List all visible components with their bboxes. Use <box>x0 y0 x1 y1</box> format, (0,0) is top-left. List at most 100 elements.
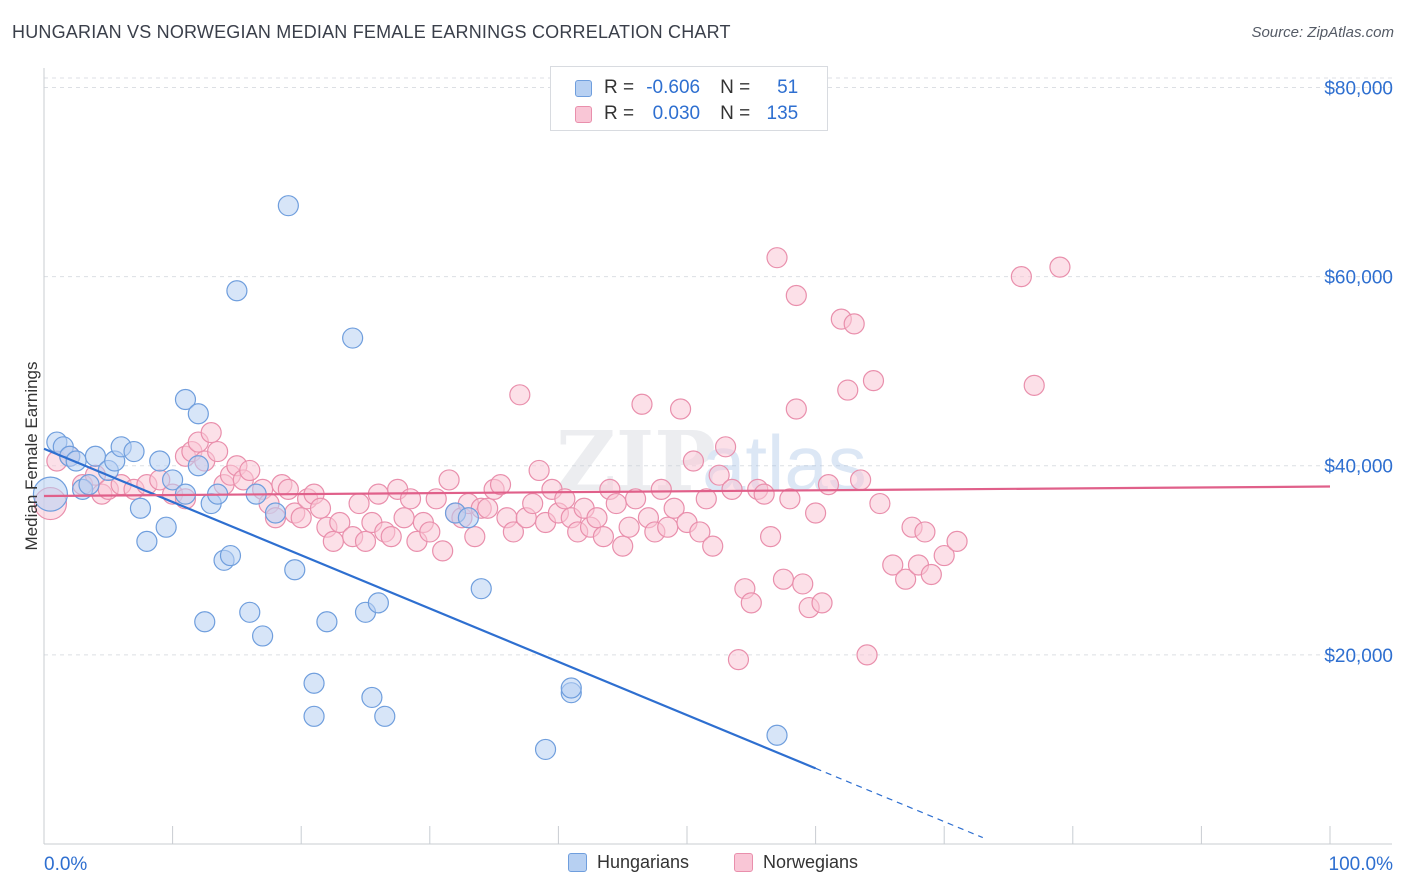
y-tick-label: $20,000 <box>1324 646 1393 667</box>
x-tick-label: 100.0% <box>1329 854 1394 875</box>
trend-lines <box>43 447 1331 839</box>
hungarian-point <box>32 476 69 512</box>
norwegian-point <box>817 474 840 496</box>
norwegian-point <box>631 393 653 415</box>
norwegian-point <box>785 284 807 307</box>
norwegian-point <box>914 521 936 543</box>
norwegian-point <box>425 488 447 510</box>
norwegian-point <box>792 573 814 595</box>
norwegian-point <box>882 554 904 576</box>
norwegian-point <box>772 568 795 590</box>
source-label: Source: ZipAtlas.com <box>1251 24 1394 41</box>
x-tick-label: 0.0% <box>44 854 87 875</box>
norwegian-point <box>669 398 692 420</box>
norwegian-point <box>509 384 531 406</box>
norwegian-point <box>811 592 833 614</box>
hungarian-points <box>32 195 788 761</box>
hungarian-point <box>149 450 171 472</box>
hungarian-point <box>374 705 396 727</box>
norwegian-swatch <box>575 105 592 123</box>
y-axis-title: Median Female Earnings <box>22 362 41 551</box>
norwegian-point <box>708 464 730 486</box>
x-axis-labels: 0.0% 100.0% <box>44 854 1393 875</box>
norwegian-point <box>850 469 872 491</box>
norwegian-point <box>856 644 878 666</box>
norwegian-point <box>1049 256 1071 278</box>
y-tick-label: $60,000 <box>1324 268 1393 289</box>
norwegian-point <box>477 497 499 519</box>
norwegian-points <box>33 247 1071 671</box>
norwegian-point <box>727 648 750 671</box>
n-label: N = <box>720 103 751 124</box>
norwegian-point <box>895 568 917 590</box>
norwegian-point <box>329 511 351 534</box>
hungarian-point <box>129 497 152 519</box>
r-value: 0.030 <box>652 103 701 124</box>
hungarian-point <box>284 559 306 581</box>
norwegian-point <box>837 379 859 401</box>
hungarian-trend-line <box>43 447 817 770</box>
hungarian-swatch <box>568 853 587 872</box>
norwegian-point <box>554 488 576 510</box>
norwegian-swatch <box>734 853 753 872</box>
hungarian-point <box>303 672 325 694</box>
norwegian-point <box>740 592 762 614</box>
legend-item-hungarians[interactable]: Hungarians <box>568 852 689 873</box>
norwegian-point <box>946 530 968 552</box>
chart-title: HUNGARIAN VS NORWEGIAN MEDIAN FEMALE EAR… <box>12 22 731 42</box>
norwegian-point <box>605 492 627 515</box>
norwegian-point <box>759 526 782 548</box>
hungarian-point <box>252 625 274 647</box>
r-label: R = <box>604 77 635 98</box>
norwegian-point <box>200 422 222 444</box>
norwegian-point <box>862 370 885 392</box>
norwegian-point <box>843 313 865 335</box>
legend-label-hungarians: Hungarians <box>597 852 690 872</box>
norwegian-point <box>933 544 955 567</box>
legend-item-norwegians[interactable]: Norwegians <box>734 852 858 873</box>
norwegian-point <box>522 492 544 515</box>
hungarian-point <box>560 677 582 699</box>
norwegian-point <box>528 459 550 482</box>
norwegian-point <box>804 502 827 524</box>
norwegian-point <box>348 492 370 515</box>
hungarian-point <box>457 507 479 529</box>
hungarian-point <box>123 440 145 463</box>
norwegian-point <box>869 492 891 515</box>
norwegian-point <box>239 459 261 482</box>
hungarian-point <box>187 403 209 425</box>
hungarian-point <box>155 516 177 538</box>
hungarian-point <box>316 611 338 633</box>
norwegian-point <box>399 488 422 510</box>
norwegian-point <box>380 526 402 548</box>
norwegian-point <box>464 526 486 548</box>
norwegian-point <box>702 535 724 557</box>
hungarian-point <box>162 469 184 491</box>
hungarian-point <box>766 724 788 746</box>
norwegian-point <box>432 540 454 562</box>
norwegian-point <box>618 516 640 538</box>
norwegian-point <box>657 516 679 538</box>
norwegian-point <box>354 530 377 552</box>
hungarian-point <box>239 601 261 623</box>
norwegian-point <box>663 497 685 519</box>
hungarian-point <box>534 738 557 761</box>
hungarian-point <box>470 578 492 600</box>
hungarian-point <box>174 388 197 411</box>
n-label: N = <box>720 77 751 98</box>
hungarian-point <box>342 327 364 349</box>
y-axis-labels: $20,000 $40,000 $60,000 $80,000 <box>1324 78 1393 666</box>
norwegian-point <box>920 563 942 586</box>
hungarian-point <box>187 455 209 477</box>
y-tick-label: $80,000 <box>1324 78 1393 99</box>
grid-lines <box>44 77 1392 656</box>
norwegian-point <box>393 507 415 529</box>
norwegian-point <box>695 488 717 510</box>
n-value: 51 <box>777 77 799 98</box>
norwegian-point <box>650 478 672 500</box>
norwegian-point <box>438 469 460 491</box>
norwegian-point <box>322 530 344 552</box>
norwegian-point <box>753 483 775 505</box>
correlation-legend: R = -0.606 N = 51 R = 0.030 N = 135 <box>550 66 828 131</box>
